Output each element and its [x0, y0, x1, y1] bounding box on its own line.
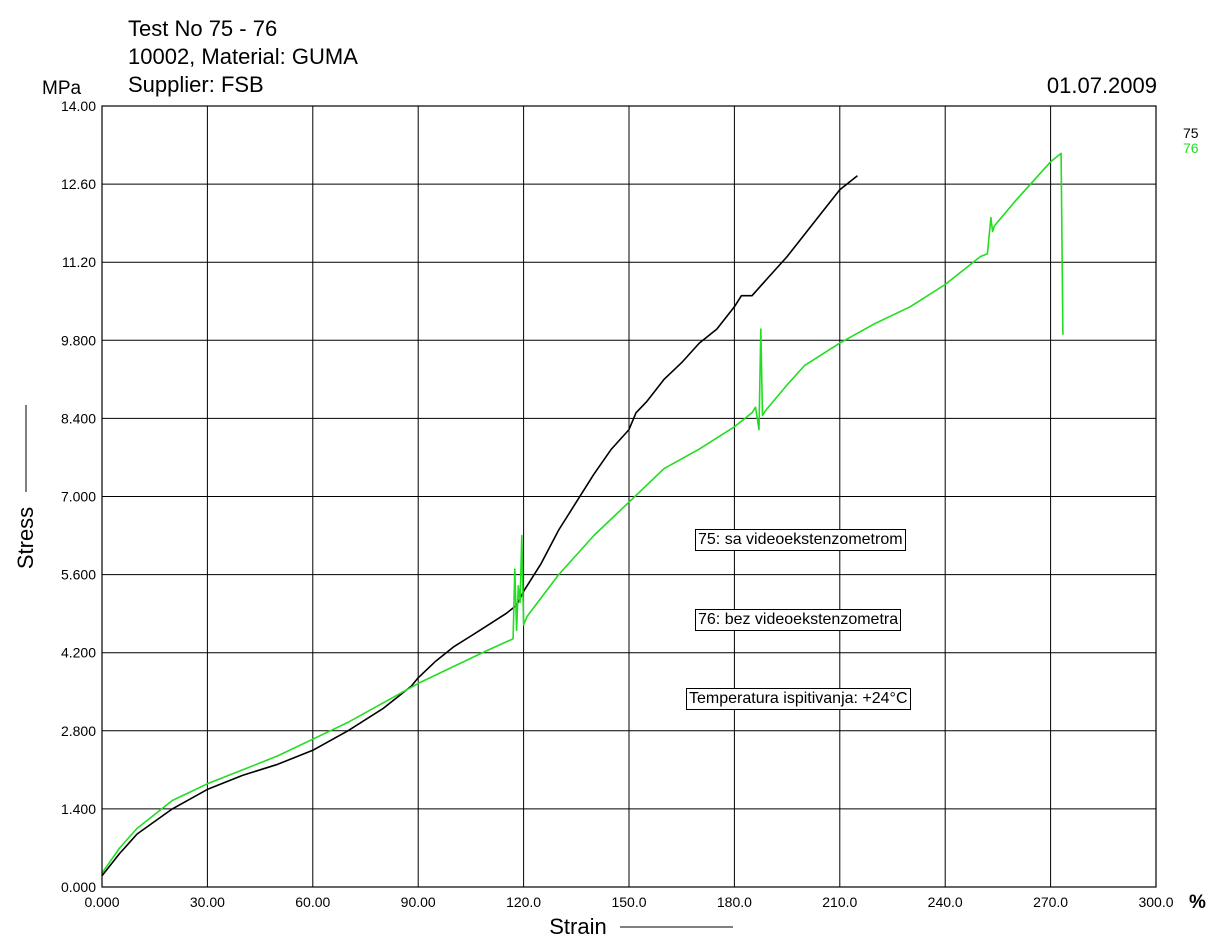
- x-tick-label: 180.0: [717, 894, 752, 910]
- y-tick-label: 7.000: [61, 489, 96, 505]
- y-tick-label: 11.20: [62, 254, 96, 270]
- annotation-temperature: Temperatura ispitivanja: +24°C: [686, 688, 911, 710]
- y-tick-label: 1.400: [61, 801, 96, 817]
- test-date: 01.07.2009: [1046, 73, 1157, 98]
- y-tick-label: 12.60: [61, 176, 96, 192]
- y-tick-label: 8.400: [61, 410, 96, 426]
- legend-entry-76: 76: [1183, 140, 1199, 156]
- y-tick-label: 9.800: [61, 332, 96, 348]
- y-tick-label: 4.200: [61, 645, 96, 661]
- x-tick-label: 30.00: [190, 894, 225, 910]
- x-axis-label: Strain: [549, 914, 606, 939]
- y-tick-label: 5.600: [61, 567, 96, 583]
- y-axis-label: Stress: [13, 507, 38, 569]
- x-axis-unit: %: [1189, 892, 1206, 913]
- y-tick-label: 2.800: [61, 723, 96, 739]
- plot-frame: [101, 105, 1157, 888]
- x-tick-label: 210.0: [822, 894, 857, 910]
- legend: 75 76: [1183, 126, 1199, 156]
- x-tick-label: 0.000: [84, 894, 119, 910]
- y-tick-label: 14.00: [61, 98, 96, 114]
- legend-entry-75: 75: [1183, 125, 1199, 141]
- x-tick-label: 60.00: [295, 894, 330, 910]
- x-tick-label: 120.0: [506, 894, 541, 910]
- series-layer: [101, 152, 1064, 877]
- y-tick-label: 0.000: [61, 879, 96, 895]
- series-line-76: [101, 152, 1064, 874]
- x-tick-label: 150.0: [611, 894, 646, 910]
- x-tick-label: 240.0: [928, 894, 963, 910]
- annotation-76: 76: bez videoekstenzometra: [695, 609, 902, 631]
- series-line-75: [101, 175, 858, 877]
- grid: [102, 106, 1156, 887]
- tick-labels: 0.000 30.00 60.00 90.00 120.0 150.0 180.0 210.0…: [61, 98, 1174, 910]
- x-tick-label: 90.00: [401, 894, 436, 910]
- x-tick-label: 270.0: [1033, 894, 1068, 910]
- x-tick-label: 300.0: [1138, 894, 1173, 910]
- material-subtitle: 10002, Material: GUMA: [128, 44, 358, 69]
- chart-title: Test No 75 - 76: [128, 16, 278, 41]
- y-axis-unit: MPa: [42, 78, 82, 99]
- annotation-75: 75: sa videoekstenzometrom: [695, 529, 906, 551]
- supplier-subtitle: Supplier: FSB: [128, 72, 264, 97]
